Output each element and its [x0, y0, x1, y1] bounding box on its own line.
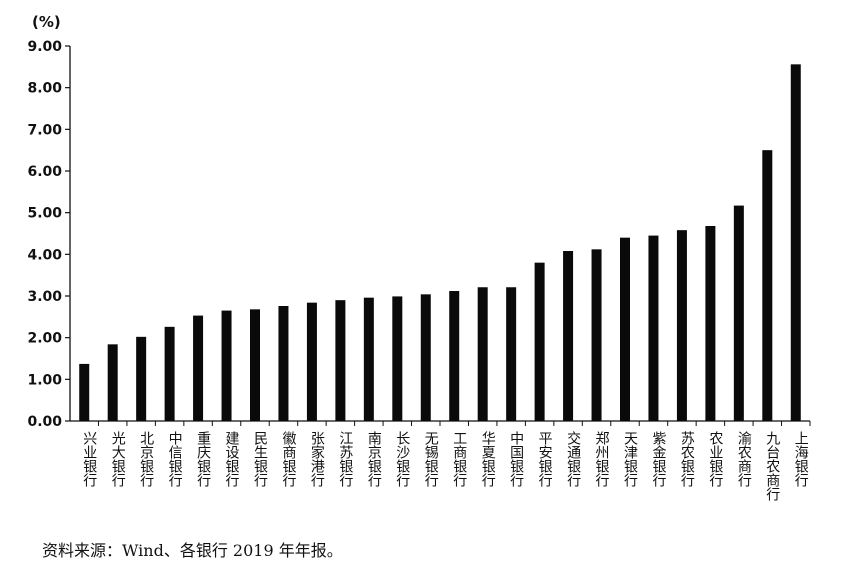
- x-category-label: 民生银行: [252, 431, 268, 488]
- bar: [506, 287, 517, 421]
- bar: [306, 302, 317, 421]
- x-category-label: 郑州银行: [594, 431, 610, 488]
- x-category-label: 江苏银行: [337, 431, 353, 488]
- bar: [648, 235, 659, 421]
- x-category-label: 张家港行: [309, 431, 325, 488]
- x-category-label: 华夏银行: [480, 431, 496, 488]
- x-category-label: 交通银行: [565, 430, 581, 488]
- y-tick-label: 5.00: [27, 206, 62, 222]
- bar: [392, 296, 403, 421]
- x-category-label: 紫金银行: [650, 431, 666, 488]
- y-tick-label: 9.00: [27, 39, 62, 55]
- x-category-label: 天津银行: [622, 431, 638, 488]
- bar: [335, 300, 346, 421]
- x-category-label: 光大银行: [110, 431, 126, 488]
- bar: [250, 309, 260, 421]
- y-tick-label: 2.00: [27, 331, 62, 347]
- bar: [449, 291, 460, 421]
- bar: [107, 344, 118, 421]
- x-category-label: 中国银行: [508, 431, 524, 488]
- source-note: 资料来源：Wind、各银行 2019 年年报。: [42, 541, 343, 560]
- x-category-label: 平安银行: [537, 431, 553, 488]
- x-category-label: 上海银行: [793, 431, 809, 488]
- x-category-label: 苏农银行: [679, 431, 695, 488]
- bar: [620, 237, 630, 421]
- x-category-label: 九台农商行: [764, 431, 780, 502]
- x-category-label: 北京银行: [138, 431, 154, 488]
- bar: [705, 226, 716, 421]
- x-category-label: 农业银行: [707, 431, 723, 488]
- y-tick-label: 4.00: [27, 247, 62, 263]
- y-tick-label: 8.00: [27, 81, 62, 97]
- bar: [278, 306, 289, 421]
- bar: [733, 205, 744, 421]
- bar: [591, 249, 602, 421]
- x-category-label: 南京银行: [366, 431, 382, 488]
- bar: [420, 294, 431, 421]
- x-category-label: 徽商银行: [280, 431, 296, 488]
- bar: [164, 326, 175, 421]
- bar: [193, 315, 204, 421]
- x-category-label: 工商银行: [451, 431, 467, 488]
- bar: [676, 230, 687, 421]
- x-category-label: 渝农商行: [736, 431, 752, 488]
- y-tick-label: 0.00: [27, 414, 62, 430]
- x-category-label: 无锡银行: [423, 431, 439, 488]
- y-tick-label: 7.00: [27, 122, 62, 138]
- y-axis-unit-label: (%): [32, 13, 61, 31]
- bar: [79, 363, 90, 421]
- bar: [563, 251, 574, 421]
- bar: [136, 336, 147, 421]
- x-category-label: 中信银行: [167, 431, 183, 488]
- bar: [221, 310, 232, 421]
- y-tick-label: 6.00: [27, 164, 62, 180]
- bar: [762, 150, 773, 421]
- y-tick-label: 3.00: [27, 289, 62, 305]
- bar: [363, 297, 374, 421]
- y-tick-label: 1.00: [27, 372, 62, 388]
- bar: [790, 64, 801, 421]
- bar: [534, 262, 545, 421]
- x-category-label: 兴业银行: [81, 431, 97, 488]
- x-category-label: 建设银行: [224, 431, 240, 488]
- x-category-label: 重庆银行: [195, 431, 211, 488]
- x-category-label: 长沙银行: [394, 431, 410, 488]
- bar: [477, 287, 488, 421]
